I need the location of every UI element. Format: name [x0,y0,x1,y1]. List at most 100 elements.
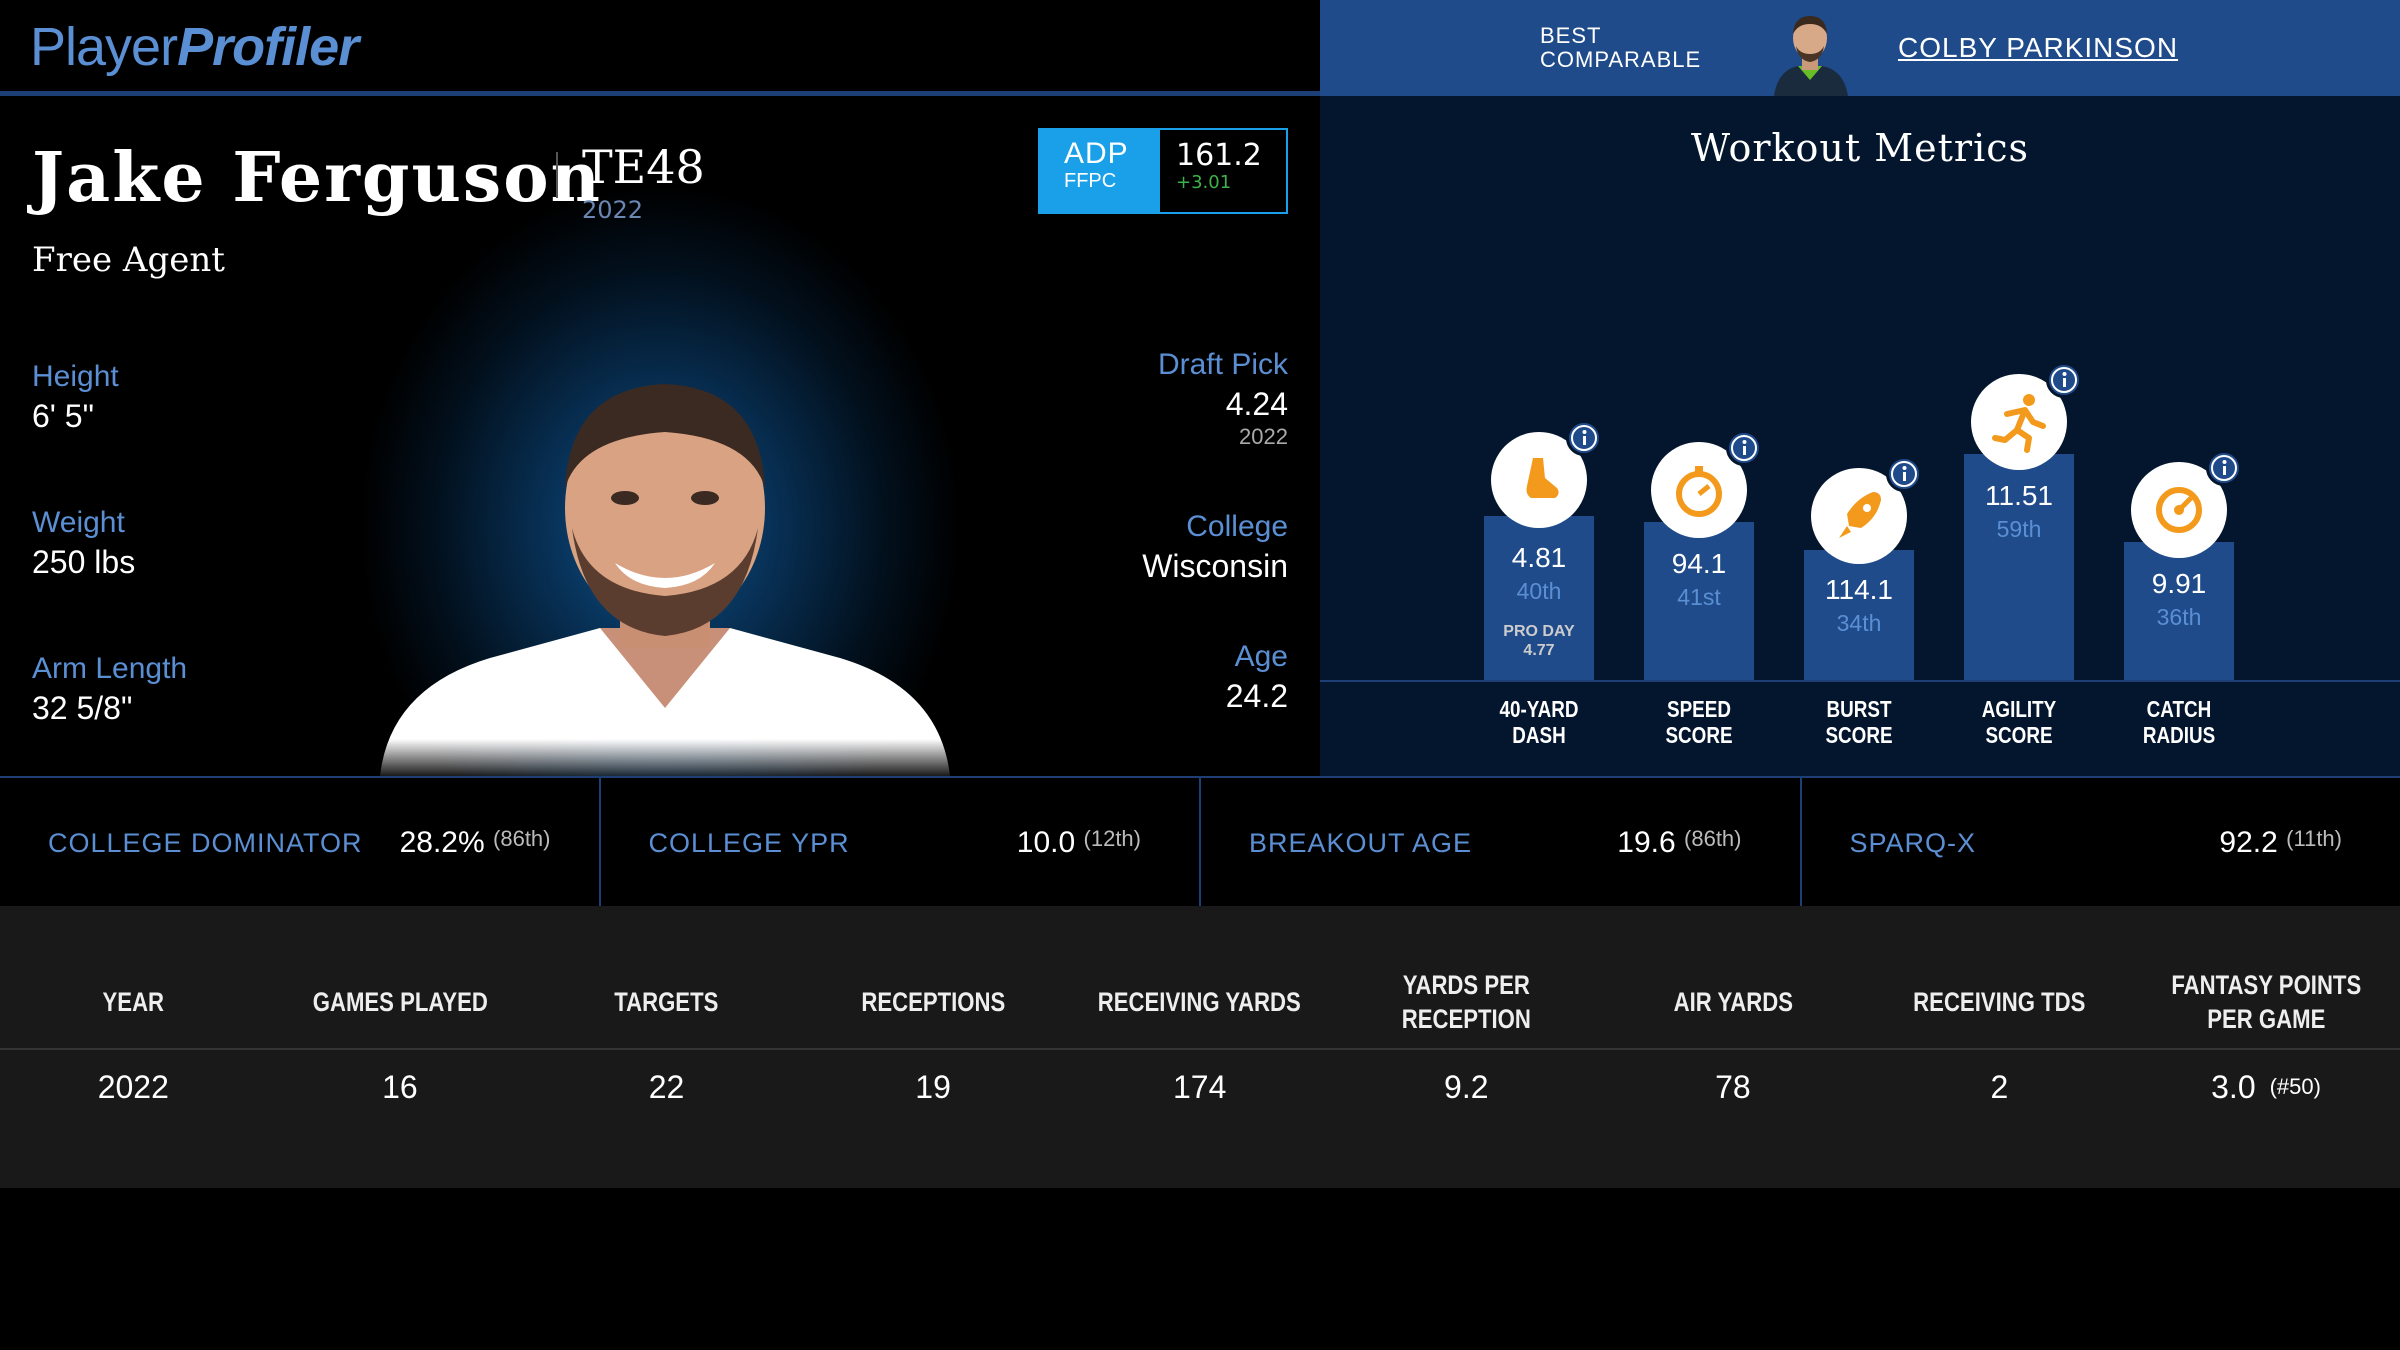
metric-percentile: 40th [1516,578,1562,604]
pro-day-note: PRO DAY 4.77 [1484,622,1594,660]
logo-bar: PlayerProfiler [0,0,1320,96]
metric-label-line2: SCORE [1985,722,2053,748]
arm-length-label: Arm Length [32,652,188,685]
table-header-fantasy-points-per-game[interactable]: FANTASY POINTS PER GAME [2171,970,2361,1034]
adv-college-ypr[interactable]: COLLEGE YPR 10.0 (12th) [601,778,1201,906]
arm-length-value: 32 5/8" [32,690,133,726]
age-label: Age [1234,640,1288,673]
height-label: Height [32,360,119,393]
cell-receptions: 19 [915,1068,951,1105]
rocket-icon [1811,468,1907,564]
metric-value: 4.81 [1511,542,1567,573]
cell-air-yards: 78 [1715,1068,1751,1105]
workout-metrics-title: Workout Metrics [1690,126,2030,170]
adv-rank: (12th) [1083,826,1141,851]
comparable-player-avatar [1774,16,1848,96]
metric-catch-radius: 9.91 36th [2124,450,2242,680]
cell-fppg-rank: (#50) [2269,1074,2321,1099]
best-comparable-name-link[interactable]: COLBY PARKINSON [1898,32,2179,63]
adv-value: 28.2% [399,826,485,859]
info-icon[interactable] [2206,450,2242,486]
metric-label-burst-score: BURST SCORE [1798,696,1921,748]
adp-label: ADP [1064,137,1129,170]
metric-percentile: 36th [2156,604,2202,630]
pro-day-value: 4.77 [1523,642,1555,659]
adv-value-wrap: 10.0 (12th) [1017,826,1141,860]
position-rank: TE48 [582,140,705,194]
adv-rank: (86th) [1684,826,1742,851]
metric-label-line2: DASH [1512,722,1566,748]
metric-percentile: 41st [1677,584,1721,610]
adv-value-wrap: 19.6 (86th) [1617,826,1741,860]
metric-bar [1964,454,2074,680]
player-name: Jake Ferguson [32,138,602,218]
season-stats-table: YEAR GAMES PLAYED TARGETS RECEPTIONS REC… [0,906,2400,1188]
cell-fppg-value: 3.0 [2211,1068,2256,1105]
adv-label: BREAKOUT AGE [1249,828,1473,858]
adv-value-wrap: 92.2 (11th) [2219,826,2342,860]
cell-ypr: 9.2 [1444,1068,1489,1105]
info-icon[interactable] [1886,456,1922,492]
table-header-yards-per-reception[interactable]: YARDS PER RECEPTION [1401,970,1531,1034]
metric-label-line2: SCORE [1665,722,1733,748]
metric-label-line2: SCORE [1825,722,1893,748]
name-divider [556,152,558,198]
cell-targets: 22 [648,1068,685,1105]
best-comparable-label-line2: COMPARABLE [1540,47,1702,72]
cell-receiving-yards: 174 [1172,1068,1227,1105]
workout-metrics-panel: Workout Metrics 4.81 40th PRO DAY 4.77 4… [1320,96,2400,776]
adp-value: 161.2 [1176,138,1262,173]
weight-label: Weight [32,506,125,539]
best-comparable-bar: BEST COMPARABLE COLBY PARKINSON [1320,0,2400,96]
draft-pick-value: 4.24 [1225,386,1288,422]
position-rank-season: 2022 [582,196,644,224]
adv-rank: (11th) [2286,826,2342,851]
adv-sparq-x[interactable]: SPARQ-X 92.2 (11th) [1802,778,2400,906]
table-header-receptions[interactable]: RECEPTIONS [861,987,1006,1017]
adv-rank: (86th) [493,826,551,851]
college-label: College [1186,510,1288,543]
metric-speed-score: 94.1 41st [1644,430,1762,680]
best-comparable-label-line1: BEST [1540,23,1602,48]
table-header-targets[interactable]: TARGETS [614,987,719,1017]
cell-fppg: 3.0 (#50) [2133,1052,2400,1122]
metric-agility-score: 11.51 59th [1964,362,2082,680]
metric-label-40-yard-dash: 40-YARD DASH [1478,696,1601,748]
player-team: Free Agent [32,240,225,280]
adv-label: SPARQ-X [1849,828,1977,858]
workout-baseline [1320,680,2400,682]
playerprofiler-logo[interactable]: PlayerProfiler [30,16,359,78]
metric-percentile: 59th [1996,516,2042,542]
adp-label-block: ADP FFPC [1040,130,1160,212]
metric-label-line1: SPEED [1667,696,1731,722]
table-header-air-yards[interactable]: AIR YARDS [1673,987,1793,1017]
metric-label-line1: AGILITY [1981,696,2057,722]
table-header-row: YEAR GAMES PLAYED TARGETS RECEPTIONS REC… [0,956,2400,1050]
metric-label-line2: RADIUS [2142,722,2216,748]
adp-badge[interactable]: ADP FFPC 161.2 +3.01 [1038,128,1288,214]
metric-label-speed-score: SPEED SCORE [1638,696,1761,748]
metric-40-yard-dash: 4.81 40th PRO DAY 4.77 [1484,420,1602,680]
logo-text-player: Player [30,17,178,77]
adv-breakout-age[interactable]: BREAKOUT AGE 19.6 (86th) [1201,778,1802,906]
adp-value-block: 161.2 +3.01 [1160,130,1286,212]
metric-bar [1484,516,1594,680]
metric-value: 114.1 [1825,574,1893,605]
table-header-receiving-tds[interactable]: RECEIVING TDS [1913,987,2086,1017]
table-header-year[interactable]: YEAR [102,987,165,1017]
info-icon[interactable] [1726,430,1762,466]
info-icon[interactable] [2046,362,2082,398]
metric-value: 11.51 [1985,480,2053,511]
height-value: 6' 5" [32,398,94,434]
metric-burst-score: 114.1 34th [1804,456,1922,680]
metric-label-line1: BURST [1826,696,1892,722]
adv-college-dominator[interactable]: COLLEGE DOMINATOR 28.2% (86th) [0,778,601,906]
table-header-games-played[interactable]: GAMES PLAYED [312,987,488,1017]
info-icon[interactable] [1566,420,1602,456]
age-value: 24.2 [1225,678,1288,714]
adv-value: 92.2 [2219,826,2278,859]
metric-label-line1: CATCH [2146,696,2212,722]
table-header-receiving-yards[interactable]: RECEIVING YARDS [1098,987,1302,1017]
adv-value: 10.0 [1016,826,1076,859]
metric-bar [1644,522,1754,680]
